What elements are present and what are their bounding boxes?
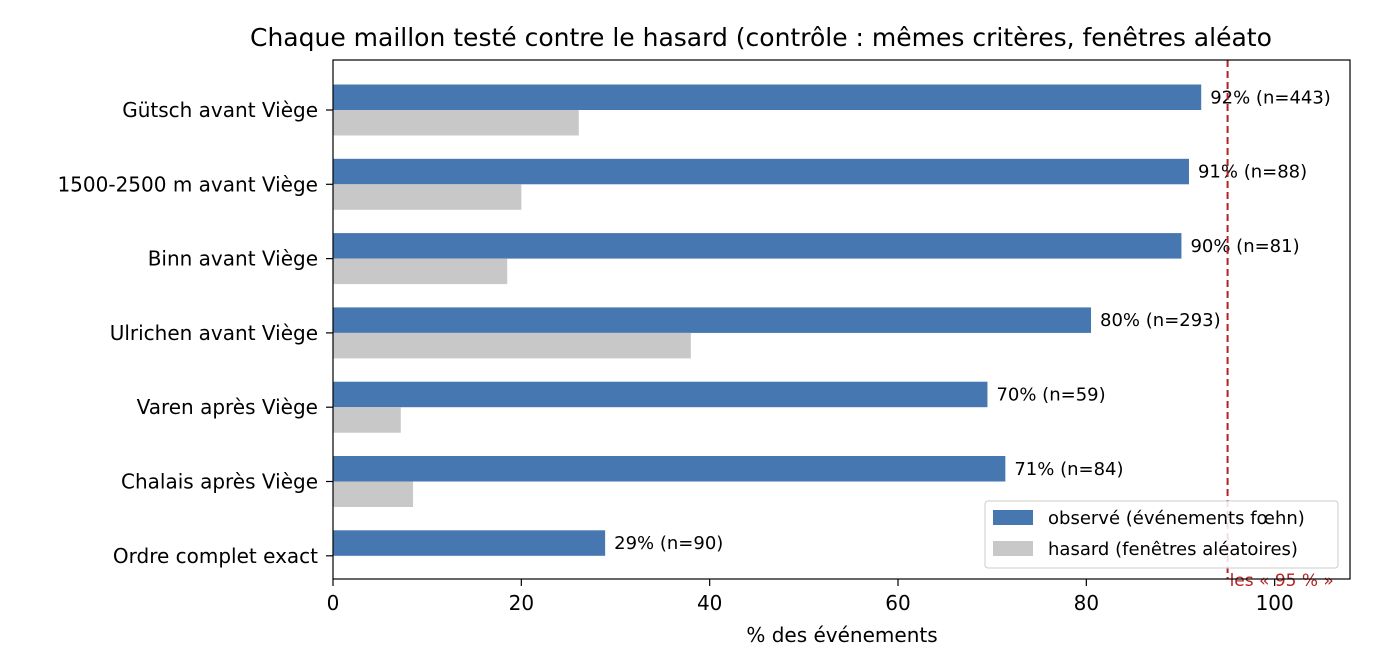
y-tick-label: Chalais après Viège: [121, 470, 318, 494]
data-label: 70% (n=59): [996, 384, 1105, 405]
y-tick-label: Gütsch avant Viège: [122, 98, 318, 122]
data-label: 92% (n=443): [1210, 87, 1331, 108]
bar-observed: [333, 381, 988, 408]
bar-random: [333, 110, 579, 136]
y-tick-label: Varen après Viège: [137, 395, 318, 419]
legend-swatch-observed: [993, 510, 1033, 525]
y-tick-label: Binn avant Viège: [148, 247, 318, 271]
x-axis-label: % des événements: [746, 623, 937, 647]
bar-random: [333, 481, 414, 507]
bar-observed: [333, 233, 1182, 259]
bar-random: [333, 258, 508, 285]
plot-frame: [332, 59, 1351, 580]
bar-observed: [333, 84, 1202, 110]
legend-frame: [984, 500, 1339, 569]
y-tick-label: Ulrichen avant Viège: [110, 321, 318, 345]
x-tick-label: 40: [697, 591, 722, 615]
data-label: 29% (n=90): [614, 533, 723, 554]
bar-observed: [333, 456, 1006, 482]
data-label: 90% (n=81): [1190, 236, 1299, 257]
legend-swatch-random: [993, 541, 1033, 556]
bar-random: [333, 407, 401, 433]
x-tick-label: 20: [509, 591, 534, 615]
x-tick-label: 0: [327, 591, 340, 615]
legend: observé (événements fœhn) hasard (fenêtr…: [984, 500, 1339, 569]
bar-observed: [333, 307, 1092, 333]
data-label: 71% (n=84): [1014, 459, 1123, 480]
legend-label-observed: observé (événements fœhn): [1048, 508, 1305, 529]
y-tick-label: Ordre complet exact: [113, 544, 318, 568]
reference-line-label: les « 95 % »: [1230, 571, 1334, 591]
bar-random: [333, 332, 691, 359]
bar-random: [333, 184, 522, 210]
x-tick-label: 80: [1074, 591, 1099, 615]
legend-label-random: hasard (fenêtres aléatoires): [1048, 539, 1298, 560]
bar-observed: [333, 530, 606, 556]
bar-observed: [333, 158, 1189, 185]
x-tick-label: 100: [1256, 591, 1294, 615]
x-tick-label: 60: [885, 591, 910, 615]
y-tick-label: 1500-2500 m avant Viège: [57, 172, 318, 196]
plot-area: 92% (n=443) Gütsch avant Viège 91% (n=88) 1…: [57, 59, 1351, 615]
chart-title: Chaque maillon testé contre le hasard (c…: [250, 23, 1272, 52]
data-label: 91% (n=88): [1198, 162, 1307, 183]
data-label: 80% (n=293): [1100, 310, 1221, 331]
